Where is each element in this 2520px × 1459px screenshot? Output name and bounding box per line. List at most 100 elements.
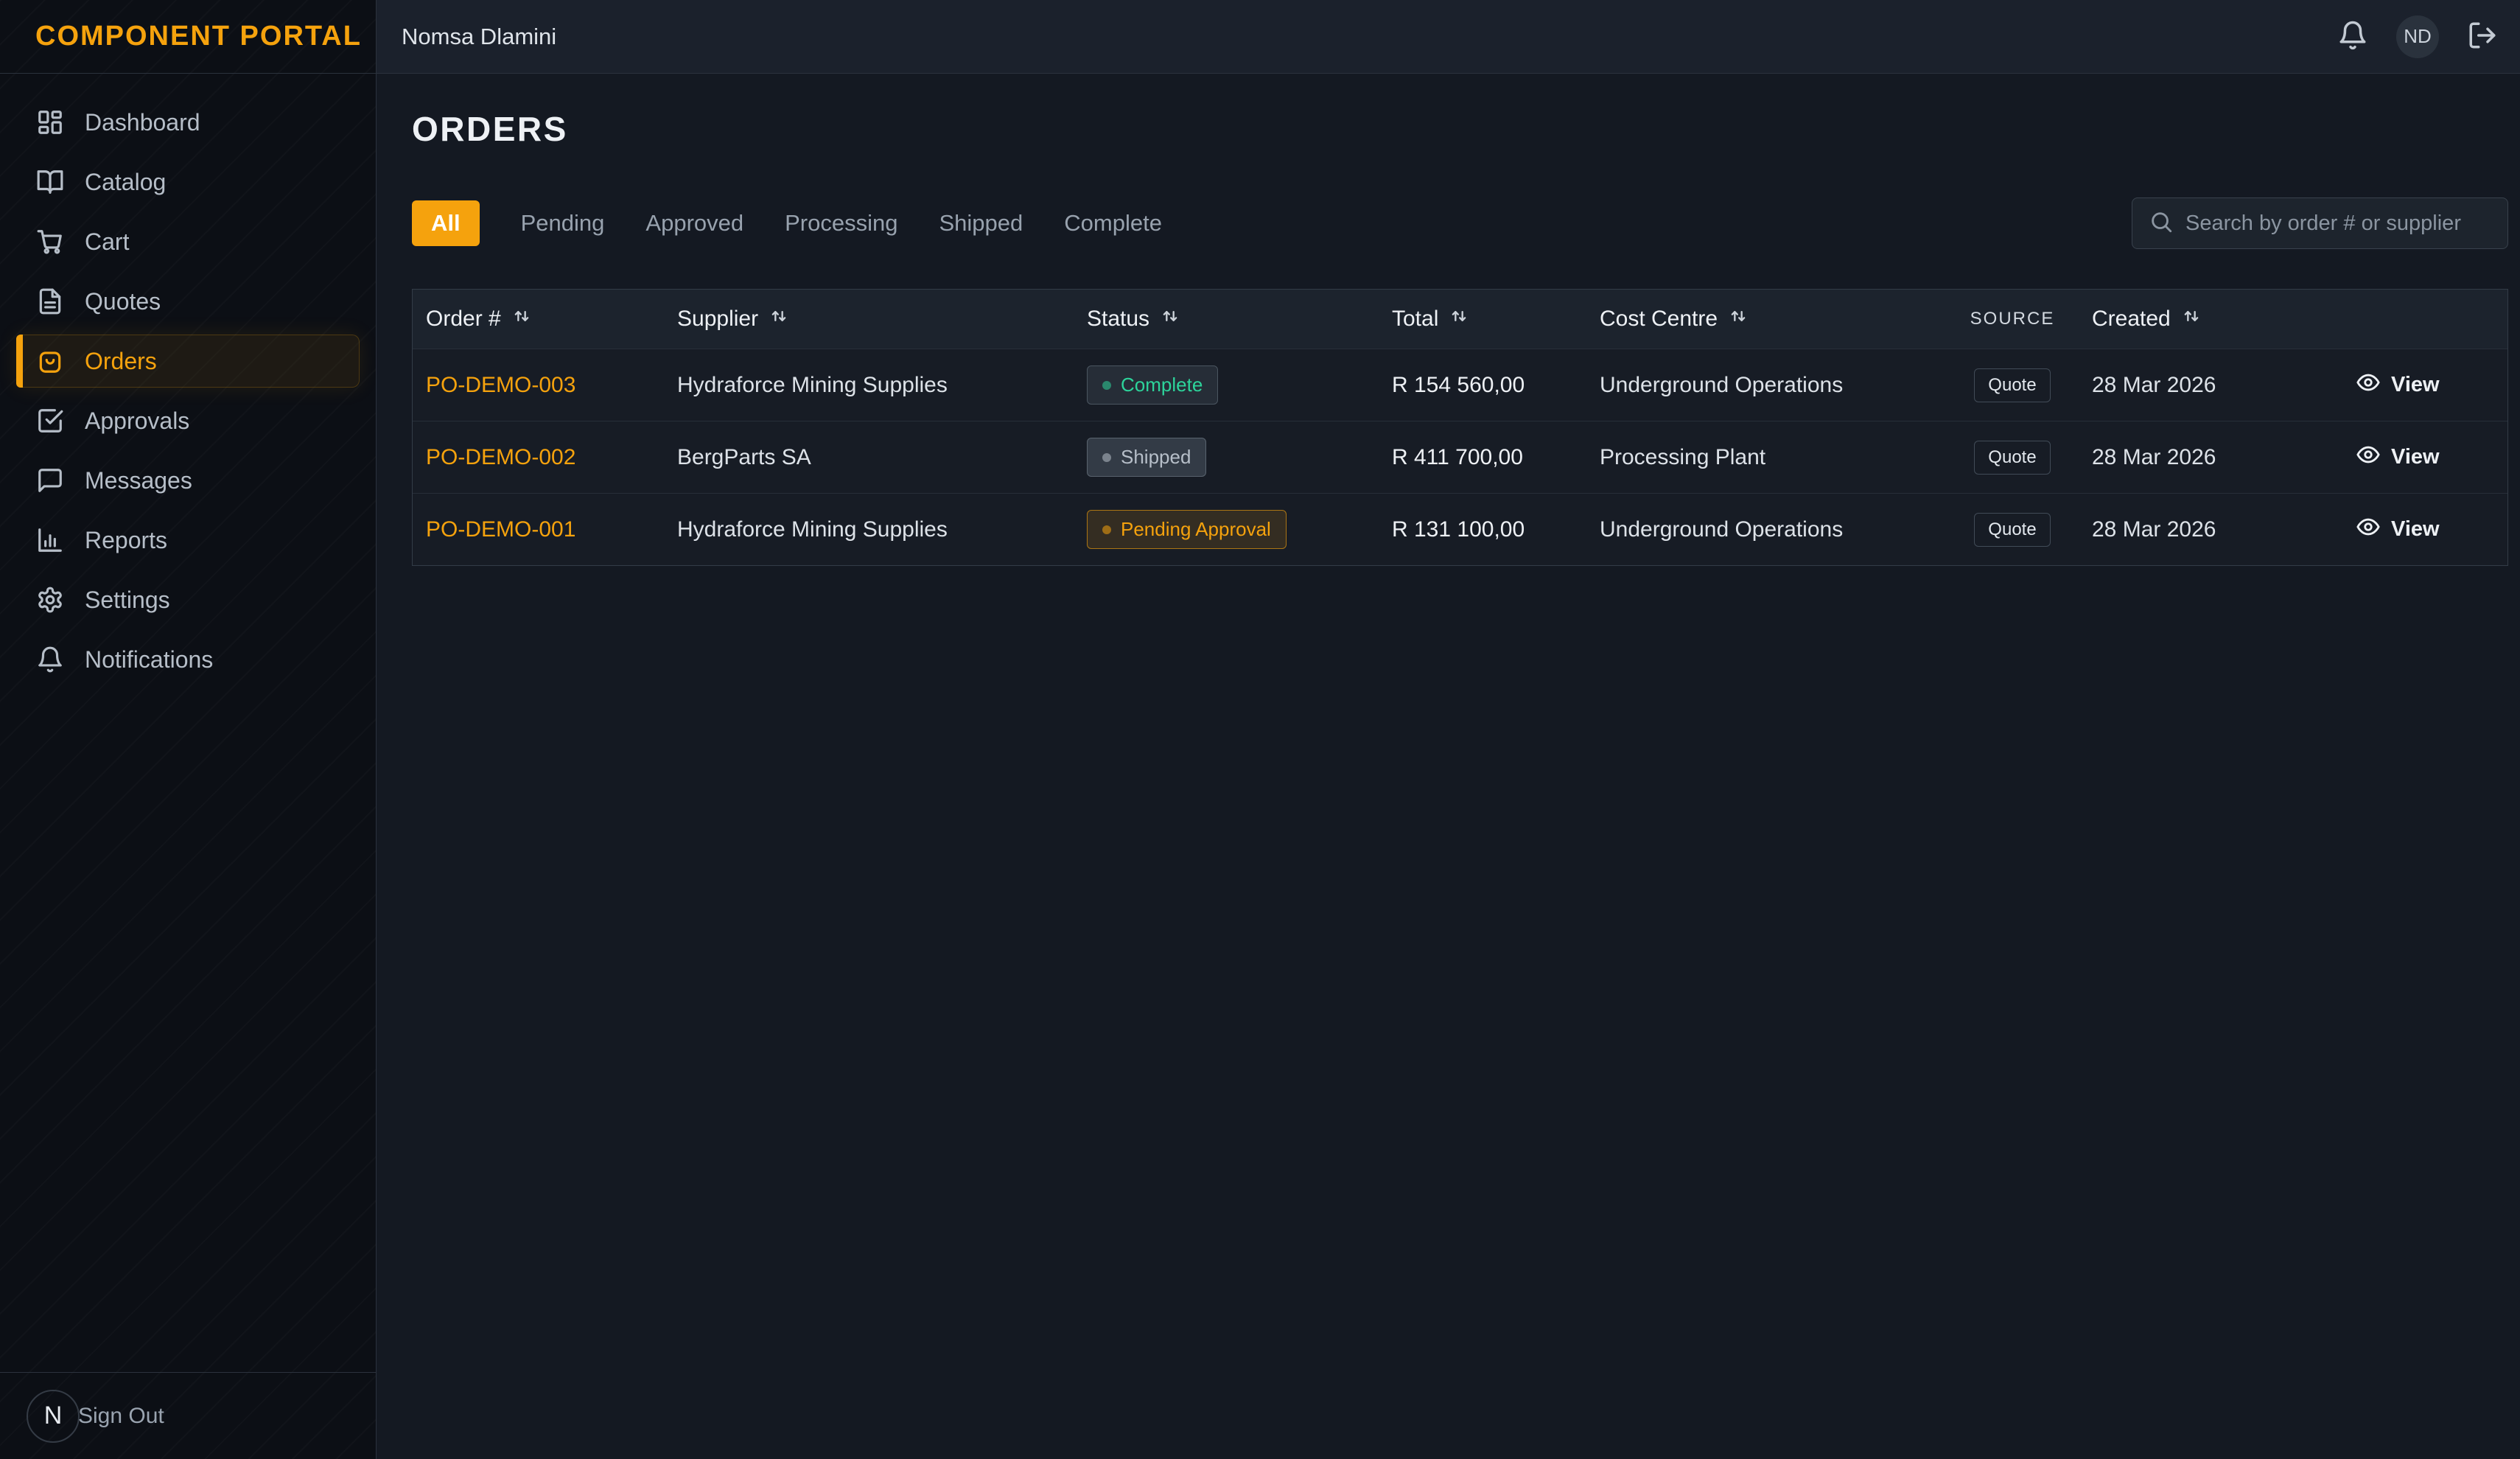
column-label-source: SOURCE [1970, 309, 2055, 329]
status-cell: Complete [1074, 365, 1379, 405]
status-cell: Shipped [1074, 438, 1379, 477]
settings-gear-icon [36, 586, 64, 614]
sidebar-item-label: Cart [85, 228, 129, 256]
orders-page: ORDERS All Pending Approved Processing Shipp… [377, 74, 2520, 566]
cost-centre-cell: Underground Operations [1586, 517, 1946, 542]
source-cell: Quote [1946, 441, 2079, 475]
orders-bag-icon [36, 347, 64, 375]
page-title: ORDERS [412, 109, 2508, 149]
sidebar-item-approvals[interactable]: Approvals [16, 394, 360, 447]
sidebar-item-settings[interactable]: Settings [16, 573, 360, 626]
search-input[interactable] [2185, 211, 2491, 236]
sidebar-item-notifications[interactable]: Notifications [16, 633, 360, 686]
column-header-created[interactable]: Created [2079, 306, 2314, 332]
filter-tab-approved[interactable]: Approved [645, 200, 743, 246]
sort-icon [1160, 306, 1180, 332]
view-button[interactable]: View [2328, 370, 2440, 401]
column-label-order: Order # [426, 307, 501, 332]
sidebar-item-cart[interactable]: Cart [16, 215, 360, 268]
sort-icon [2181, 306, 2202, 332]
logout-icon [2467, 20, 2498, 53]
status-label: Complete [1121, 374, 1203, 396]
sign-out-button[interactable]: Sign Out [78, 1404, 164, 1429]
dashboard-grid-icon [36, 108, 64, 136]
column-label-cost-centre: Cost Centre [1600, 307, 1718, 332]
approvals-check-icon [36, 407, 64, 435]
sidebar-item-label: Notifications [85, 646, 213, 673]
sort-icon [1728, 306, 1749, 332]
sidebar-item-label: Settings [85, 587, 170, 614]
filter-tab-complete[interactable]: Complete [1064, 200, 1162, 246]
sidebar-item-label: Orders [85, 348, 157, 375]
topbar: Nomsa Dlamini ND [377, 0, 2520, 74]
sidebar-item-dashboard[interactable]: Dashboard [16, 96, 360, 149]
column-header-supplier[interactable]: Supplier [664, 306, 1074, 332]
sidebar: COMPONENT PORTAL DashboardCatalogCartQuo… [0, 0, 377, 1459]
source-badge: Quote [1974, 441, 2050, 475]
total-cell: R 131 100,00 [1379, 517, 1586, 542]
table-header-row: Order # Supplier Status Total Cost Centre SOU… [413, 290, 2507, 349]
column-header-source: SOURCE [1946, 309, 2079, 329]
view-button[interactable]: View [2328, 514, 2440, 545]
sidebar-item-quotes[interactable]: Quotes [16, 275, 360, 328]
column-header-total[interactable]: Total [1379, 306, 1586, 332]
created-cell: 28 Mar 2026 [2079, 517, 2314, 542]
status-badge: Pending Approval [1087, 510, 1287, 549]
order-number-link[interactable]: PO-DEMO-001 [413, 517, 664, 542]
main-area: Nomsa Dlamini ND ORDERS All Pending Approv… [377, 0, 2520, 1459]
sidebar-item-catalog[interactable]: Catalog [16, 155, 360, 209]
status-label: Pending Approval [1121, 518, 1271, 541]
order-number-link[interactable]: PO-DEMO-002 [413, 445, 664, 470]
order-number-link[interactable]: PO-DEMO-003 [413, 373, 664, 398]
cost-centre-cell: Underground Operations [1586, 373, 1946, 398]
status-dot [1102, 453, 1111, 462]
filter-tab-processing[interactable]: Processing [785, 200, 897, 246]
catalog-book-icon [36, 168, 64, 196]
messages-chat-icon [36, 466, 64, 494]
view-label: View [2391, 445, 2440, 469]
created-cell: 28 Mar 2026 [2079, 445, 2314, 470]
view-button[interactable]: View [2328, 442, 2440, 473]
column-header-order[interactable]: Order # [413, 306, 664, 332]
sidebar-item-label: Reports [85, 527, 167, 554]
orders-table: Order # Supplier Status Total Cost Centre SOU… [412, 289, 2508, 566]
filter-tab-all[interactable]: All [412, 200, 480, 246]
view-label: View [2391, 373, 2440, 397]
user-avatar[interactable]: ND [2396, 15, 2439, 58]
sidebar-item-messages[interactable]: Messages [16, 454, 360, 507]
column-header-status[interactable]: Status [1074, 306, 1379, 332]
sidebar-footer: N Sign Out [0, 1372, 376, 1459]
sidebar-item-label: Dashboard [85, 109, 200, 136]
eye-icon [2356, 442, 2381, 473]
notifications-button[interactable] [2337, 20, 2368, 53]
filter-tab-shipped[interactable]: Shipped [939, 200, 1023, 246]
column-label-status: Status [1087, 307, 1149, 332]
reports-chart-icon [36, 526, 64, 554]
source-badge: Quote [1974, 513, 2050, 547]
filter-tab-pending[interactable]: Pending [521, 200, 605, 246]
search-icon [2149, 209, 2174, 238]
notifications-bell-icon [36, 645, 64, 673]
sidebar-item-label: Approvals [85, 407, 189, 435]
sidebar-nav: Dashboard Catalog Cart Quotes Orders Approval… [0, 74, 376, 1372]
eye-icon [2356, 370, 2381, 401]
table-row: PO-DEMO-003Hydraforce Mining SuppliesCom… [413, 349, 2507, 421]
actions-cell: View [2314, 514, 2509, 545]
sidebar-item-reports[interactable]: Reports [16, 514, 360, 567]
status-label: Shipped [1121, 446, 1191, 469]
status-cell: Pending Approval [1074, 510, 1379, 549]
eye-icon [2356, 514, 2381, 545]
sidebar-item-label: Messages [85, 467, 192, 494]
sort-icon [1449, 306, 1469, 332]
cost-centre-cell: Processing Plant [1586, 445, 1946, 470]
column-label-supplier: Supplier [677, 307, 758, 332]
logout-button[interactable] [2467, 20, 2498, 53]
source-cell: Quote [1946, 513, 2079, 547]
avatar: N [27, 1390, 80, 1443]
topbar-user-name: Nomsa Dlamini [402, 24, 556, 50]
column-header-cost-centre[interactable]: Cost Centre [1586, 306, 1946, 332]
cart-icon [36, 228, 64, 256]
sidebar-item-orders[interactable]: Orders [16, 335, 360, 388]
status-filter-tabs: All Pending Approved Processing Shipped Compl… [412, 200, 1162, 246]
sort-icon [769, 306, 789, 332]
